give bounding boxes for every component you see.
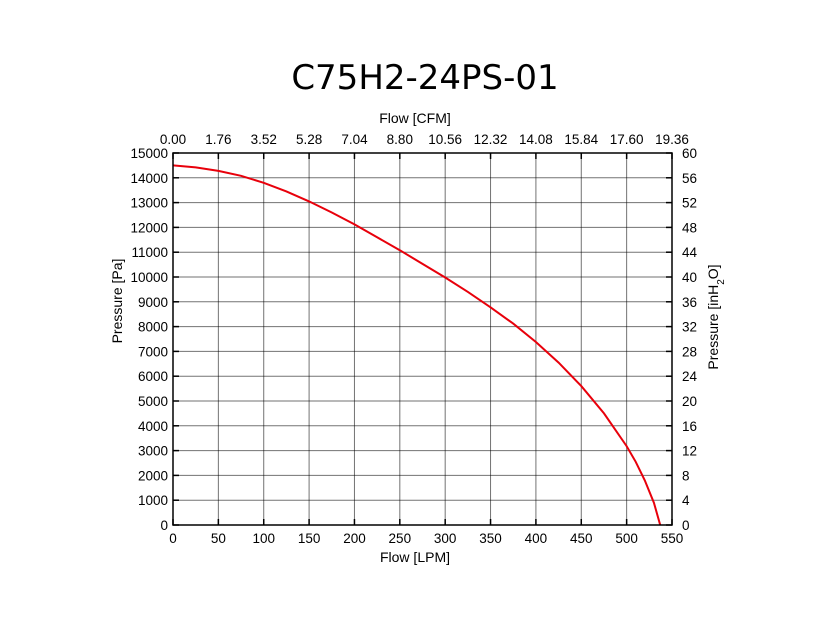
y-tick-label: 8000 xyxy=(138,320,168,335)
x2-tick-label: 10.56 xyxy=(428,132,462,147)
y2-tick-label: 40 xyxy=(682,270,697,285)
x-tick-label: 500 xyxy=(615,531,638,546)
x-tick-label: 350 xyxy=(479,531,502,546)
x2-tick-label: 3.52 xyxy=(251,132,277,147)
x-tick-label: 200 xyxy=(343,531,366,546)
y2-tick-label: 28 xyxy=(682,344,697,359)
ticks xyxy=(172,152,673,526)
y2-tick-label: 60 xyxy=(682,146,697,161)
y-tick-label: 3000 xyxy=(138,444,168,459)
y-tick-label: 0 xyxy=(160,518,168,533)
x2-tick-label: 0.00 xyxy=(160,132,186,147)
x2-tick-label: 12.32 xyxy=(474,132,508,147)
y-tick-label: 6000 xyxy=(138,369,168,384)
y-tick-label: 14000 xyxy=(130,171,168,186)
y-tick-label: 9000 xyxy=(138,295,168,310)
y2-tick-label: 56 xyxy=(682,171,697,186)
tick-labels: 00.00501.761003.521505.282007.042508.803… xyxy=(130,132,697,546)
y2-tick-label: 52 xyxy=(682,196,697,211)
x-axis-label: Flow [LPM] xyxy=(380,549,450,565)
y2-tick-label: 0 xyxy=(682,518,690,533)
x-tick-label: 250 xyxy=(389,531,412,546)
x2-tick-label: 7.04 xyxy=(341,132,368,147)
y2-tick-label: 4 xyxy=(682,493,690,508)
y2-tick-label: 44 xyxy=(682,245,698,260)
y-tick-label: 5000 xyxy=(138,394,168,409)
y-tick-label: 4000 xyxy=(138,419,168,434)
y-tick-label: 11000 xyxy=(131,245,168,260)
grid xyxy=(173,153,672,525)
y2-tick-label: 24 xyxy=(682,369,698,384)
y2-tick-label: 16 xyxy=(682,419,697,434)
x-tick-label: 300 xyxy=(434,531,457,546)
y2-tick-label: 12 xyxy=(682,444,697,459)
plot-frame xyxy=(172,152,673,526)
y2-axis-label: Pressure [inH2O] xyxy=(705,264,727,369)
x2-tick-label: 17.60 xyxy=(610,132,644,147)
x-tick-label: 550 xyxy=(661,531,684,546)
y-tick-label: 10000 xyxy=(130,270,168,285)
x2-tick-label: 14.08 xyxy=(519,132,553,147)
x-tick-label: 450 xyxy=(570,531,593,546)
y2-tick-label: 8 xyxy=(682,468,690,483)
y2-tick-label: 48 xyxy=(682,220,697,235)
y-tick-label: 13000 xyxy=(130,196,168,211)
chart-title: C75H2-24PS-01 xyxy=(291,58,558,98)
x-tick-label: 50 xyxy=(211,531,226,546)
x-tick-label: 150 xyxy=(298,531,321,546)
y2-tick-label: 20 xyxy=(682,394,697,409)
x-tick-label: 100 xyxy=(252,531,275,546)
y-tick-label: 1000 xyxy=(138,493,168,508)
y2-tick-label: 36 xyxy=(682,295,697,310)
y-tick-label: 7000 xyxy=(138,344,168,359)
x2-tick-label: 5.28 xyxy=(296,132,322,147)
pq-curve xyxy=(172,164,662,526)
y-tick-label: 12000 xyxy=(130,220,168,235)
y-tick-label: 15000 xyxy=(130,146,168,161)
x2-tick-label: 8.80 xyxy=(387,132,413,147)
y-axis-label: Pressure [Pa] xyxy=(109,259,125,344)
y-tick-label: 2000 xyxy=(138,468,168,483)
x2-tick-label: 15.84 xyxy=(564,132,598,147)
x2-tick-label: 1.76 xyxy=(205,132,231,147)
x2-tick-label: 19.36 xyxy=(655,132,689,147)
x-tick-label: 0 xyxy=(169,531,177,546)
y2-tick-label: 32 xyxy=(682,320,697,335)
x2-axis-label: Flow [CFM] xyxy=(379,110,451,126)
curve-layer xyxy=(172,164,662,526)
x-tick-label: 400 xyxy=(525,531,548,546)
